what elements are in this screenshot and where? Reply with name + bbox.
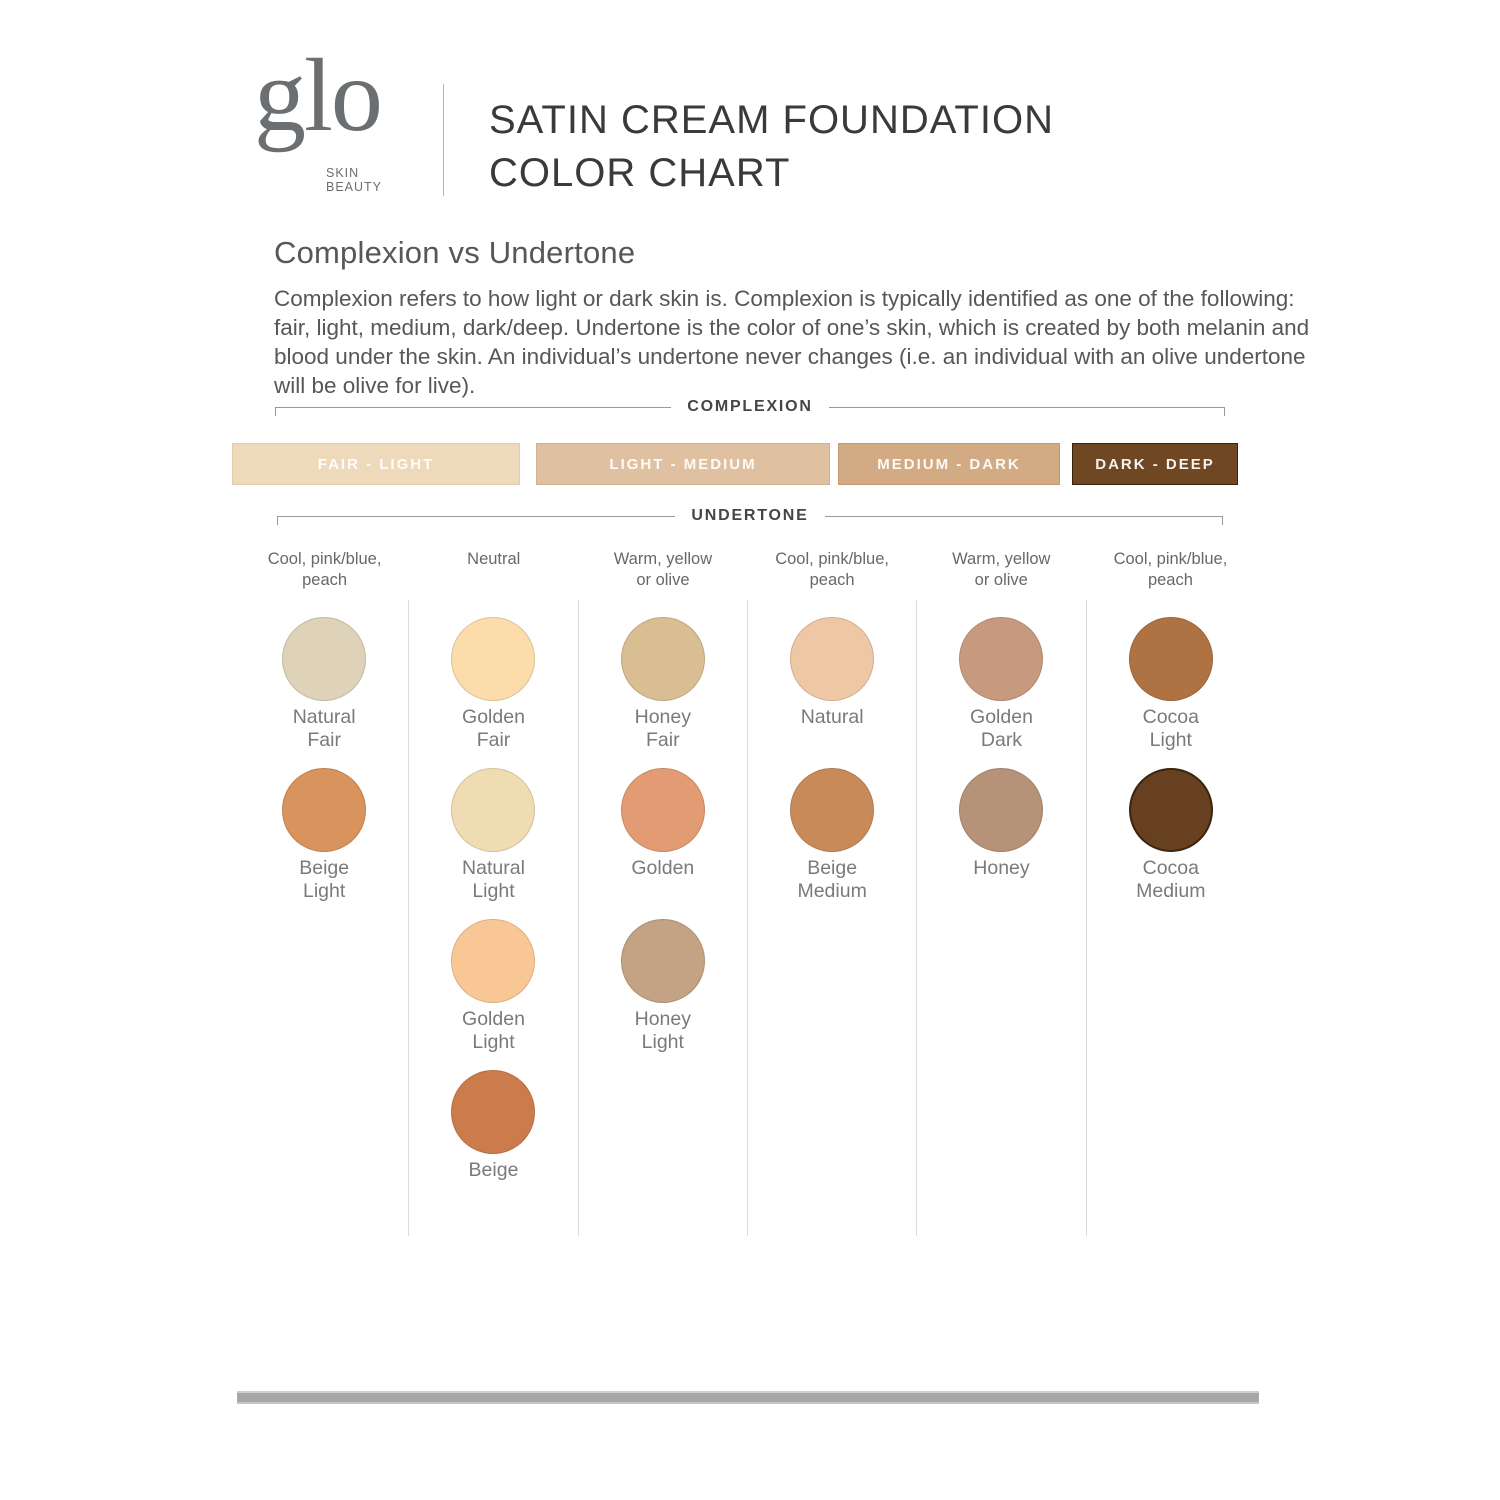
bracket-line-left [277, 516, 676, 525]
swatch-cell: Natural Light [409, 768, 577, 919]
swatch-name: Beige Light [299, 857, 350, 902]
swatch-name: Honey Light [634, 1008, 691, 1053]
swatch-name: Honey [973, 857, 1030, 879]
undertone-bracket: UNDERTONE [277, 507, 1223, 525]
header-divider [443, 84, 444, 196]
swatch-name: Beige [468, 1159, 519, 1181]
swatch-name: Honey Fair [634, 706, 691, 751]
swatch-circle [620, 768, 705, 852]
brand-sub-line2: BEAUTY [326, 180, 383, 194]
swatch-cell: Honey Fair [579, 617, 747, 768]
swatch-circle [282, 768, 367, 852]
swatch-name: Golden Fair [462, 706, 525, 751]
bracket-line-right [828, 407, 1225, 416]
swatch-cell: Natural [748, 617, 916, 768]
swatch-cell: Golden [579, 768, 747, 919]
swatch-column: Natural Fair Beige Light [240, 600, 410, 1236]
page-title: SATIN CREAM FOUNDATION COLOR CHART [489, 94, 1054, 200]
swatch-circle [620, 617, 705, 701]
swatch-cell: Honey [917, 768, 1085, 919]
swatch-column: Honey Fair Golden Honey Light [579, 600, 748, 1236]
swatch-column: Cocoa Light Cocoa Medium [1087, 600, 1255, 1236]
undertone-column-label: Warm, yellow or olive [952, 550, 1051, 589]
complexion-band: LIGHT - MEDIUM [536, 443, 830, 485]
footer-bar [237, 1391, 1259, 1404]
swatch-cell: Honey Light [579, 919, 747, 1070]
swatch-name: Natural [800, 706, 864, 728]
swatch-column: Golden Dark Honey [917, 600, 1087, 1236]
swatch-circle [282, 617, 367, 701]
swatch-name: Natural Light [462, 857, 525, 902]
swatch-cell: Beige Light [240, 768, 408, 919]
swatch-circle [620, 919, 705, 1003]
undertone-bracket-label: UNDERTONE [691, 507, 809, 524]
swatch-name: Cocoa Light [1142, 706, 1199, 751]
complexion-bracket-label: COMPLEXION [687, 398, 813, 415]
undertone-column-label: Cool, pink/blue, peach [1113, 550, 1228, 589]
swatch-circle [451, 768, 536, 852]
undertone-column-label: Cool, pink/blue, peach [267, 550, 382, 589]
swatch-name: Golden [631, 857, 695, 879]
section-heading: Complexion vs Undertone [274, 235, 636, 270]
brand-logo-subtext: SKIN BEAUTY [326, 166, 382, 194]
undertone-column-label: Warm, yellow or olive [613, 550, 713, 589]
swatch-circle [1128, 617, 1213, 701]
undertone-column-label: Neutral [467, 550, 521, 568]
undertone-columns: Natural Fair Beige Light Golden Fair Natura… [240, 600, 1255, 1236]
brand-sub-line1: SKIN [326, 166, 360, 180]
complexion-bands: FAIR - LIGHT LIGHT - MEDIUM MEDIUM - DARK D… [232, 443, 1238, 485]
brand-logo: glo [254, 38, 383, 153]
swatch-cell: Beige Medium [748, 768, 916, 919]
swatch-name: Beige Medium [797, 857, 867, 902]
complexion-band: DARK - DEEP [1072, 443, 1238, 485]
swatch-circle [959, 617, 1044, 701]
complexion-bracket: COMPLEXION [275, 398, 1225, 416]
swatch-column: Natural Beige Medium [748, 600, 918, 1236]
swatch-column: Golden Fair Natural Light Golden Light Beig… [409, 600, 579, 1236]
complexion-band-label: MEDIUM - DARK [877, 455, 1021, 473]
complexion-band: FAIR - LIGHT [232, 443, 520, 485]
intro-paragraph: Complexion refers to how light or dark s… [274, 286, 1310, 398]
swatch-circle [959, 768, 1044, 852]
swatch-name: Natural Fair [292, 706, 356, 751]
complexion-band-label: DARK - DEEP [1095, 455, 1215, 473]
page-title-line1: SATIN CREAM FOUNDATION [489, 98, 1054, 142]
swatch-name: Golden Light [462, 1008, 525, 1053]
bracket-line-right [824, 516, 1223, 525]
swatch-name: Cocoa Medium [1136, 857, 1206, 902]
swatch-cell: Natural Fair [240, 617, 408, 768]
swatch-cell: Beige [409, 1070, 577, 1221]
page-title-line2: COLOR CHART [489, 151, 791, 195]
swatch-cell: Cocoa Medium [1087, 768, 1255, 919]
swatch-circle [790, 617, 875, 701]
swatch-circle [1128, 768, 1213, 852]
bracket-line-left [275, 407, 672, 416]
undertone-column-label: Cool, pink/blue, peach [775, 550, 889, 589]
swatch-cell: Golden Dark [917, 617, 1085, 768]
complexion-band: MEDIUM - DARK [838, 443, 1060, 485]
swatch-name: Golden Dark [970, 706, 1033, 751]
swatch-circle [451, 919, 536, 1003]
swatch-cell: Golden Light [409, 919, 577, 1070]
swatch-cell: Golden Fair [409, 617, 577, 768]
swatch-circle [451, 1070, 536, 1154]
undertone-labels: Cool, pink/blue, peach Neutral Warm, yello… [240, 549, 1255, 591]
swatch-circle [451, 617, 536, 701]
swatch-cell: Cocoa Light [1087, 617, 1255, 768]
complexion-band-label: FAIR - LIGHT [317, 455, 435, 473]
complexion-band-label: LIGHT - MEDIUM [609, 455, 757, 473]
swatch-circle [790, 768, 875, 852]
